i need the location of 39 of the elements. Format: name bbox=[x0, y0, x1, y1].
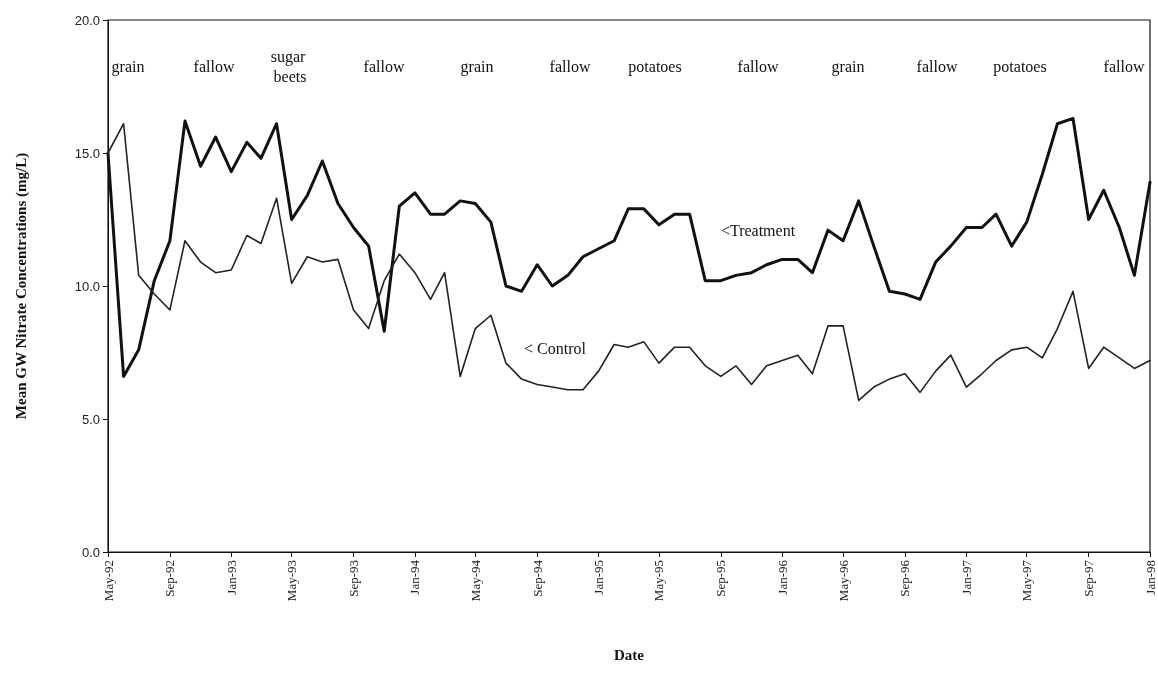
annotation: fallow bbox=[193, 57, 235, 75]
annotation: fallow bbox=[549, 57, 591, 75]
annotation: sugar beets bbox=[270, 47, 310, 85]
y-tick-label: 20.0 bbox=[74, 12, 100, 28]
x-tick-label: May-96 bbox=[835, 559, 851, 602]
x-tick-label: May-97 bbox=[1019, 559, 1035, 602]
x-tick-label: Jan-97 bbox=[958, 559, 974, 595]
annotation: grain bbox=[460, 57, 494, 76]
annotation: fallow bbox=[363, 57, 405, 75]
x-tick-label: Jan-93 bbox=[223, 560, 239, 595]
annotation: grain bbox=[111, 57, 145, 76]
y-tick-label: 10.0 bbox=[74, 278, 100, 294]
annotation: fallow bbox=[1103, 57, 1145, 75]
annotation: fallow bbox=[737, 57, 779, 75]
annotation: potatoes bbox=[628, 57, 682, 76]
x-axis-title: Date bbox=[614, 646, 645, 663]
annotation: < Control bbox=[524, 339, 587, 357]
x-tick-label: Jan-94 bbox=[407, 559, 423, 595]
x-tick-label: May-93 bbox=[284, 560, 300, 602]
x-tick-label: Sep-94 bbox=[529, 559, 545, 597]
y-axis-title: Mean GW Nitrate Concentrations (mg/L) bbox=[12, 152, 30, 420]
x-tick-label: Sep-97 bbox=[1081, 559, 1097, 597]
annotation: grain bbox=[831, 57, 865, 76]
y-tick-label: 15.0 bbox=[74, 145, 100, 161]
x-tick-label: May-94 bbox=[467, 559, 483, 602]
x-tick-label: Jan-96 bbox=[774, 559, 790, 595]
x-tick-label: Sep-93 bbox=[346, 560, 362, 597]
y-tick-label: 5.0 bbox=[81, 411, 100, 427]
annotation: fallow bbox=[916, 57, 958, 75]
x-tick-label: May-95 bbox=[651, 560, 667, 602]
annotation: potatoes bbox=[993, 57, 1047, 76]
y-tick-label: 0.0 bbox=[81, 544, 100, 560]
x-tick-label: Sep-96 bbox=[897, 559, 913, 597]
annotation: <Treatment bbox=[720, 221, 796, 239]
x-tick-label: Sep-95 bbox=[713, 560, 729, 597]
x-tick-label: Sep-92 bbox=[162, 560, 178, 597]
x-tick-label: Jan-98 bbox=[1142, 560, 1158, 595]
x-tick-label: May-92 bbox=[100, 560, 116, 602]
x-tick-label: Jan-95 bbox=[591, 560, 607, 595]
